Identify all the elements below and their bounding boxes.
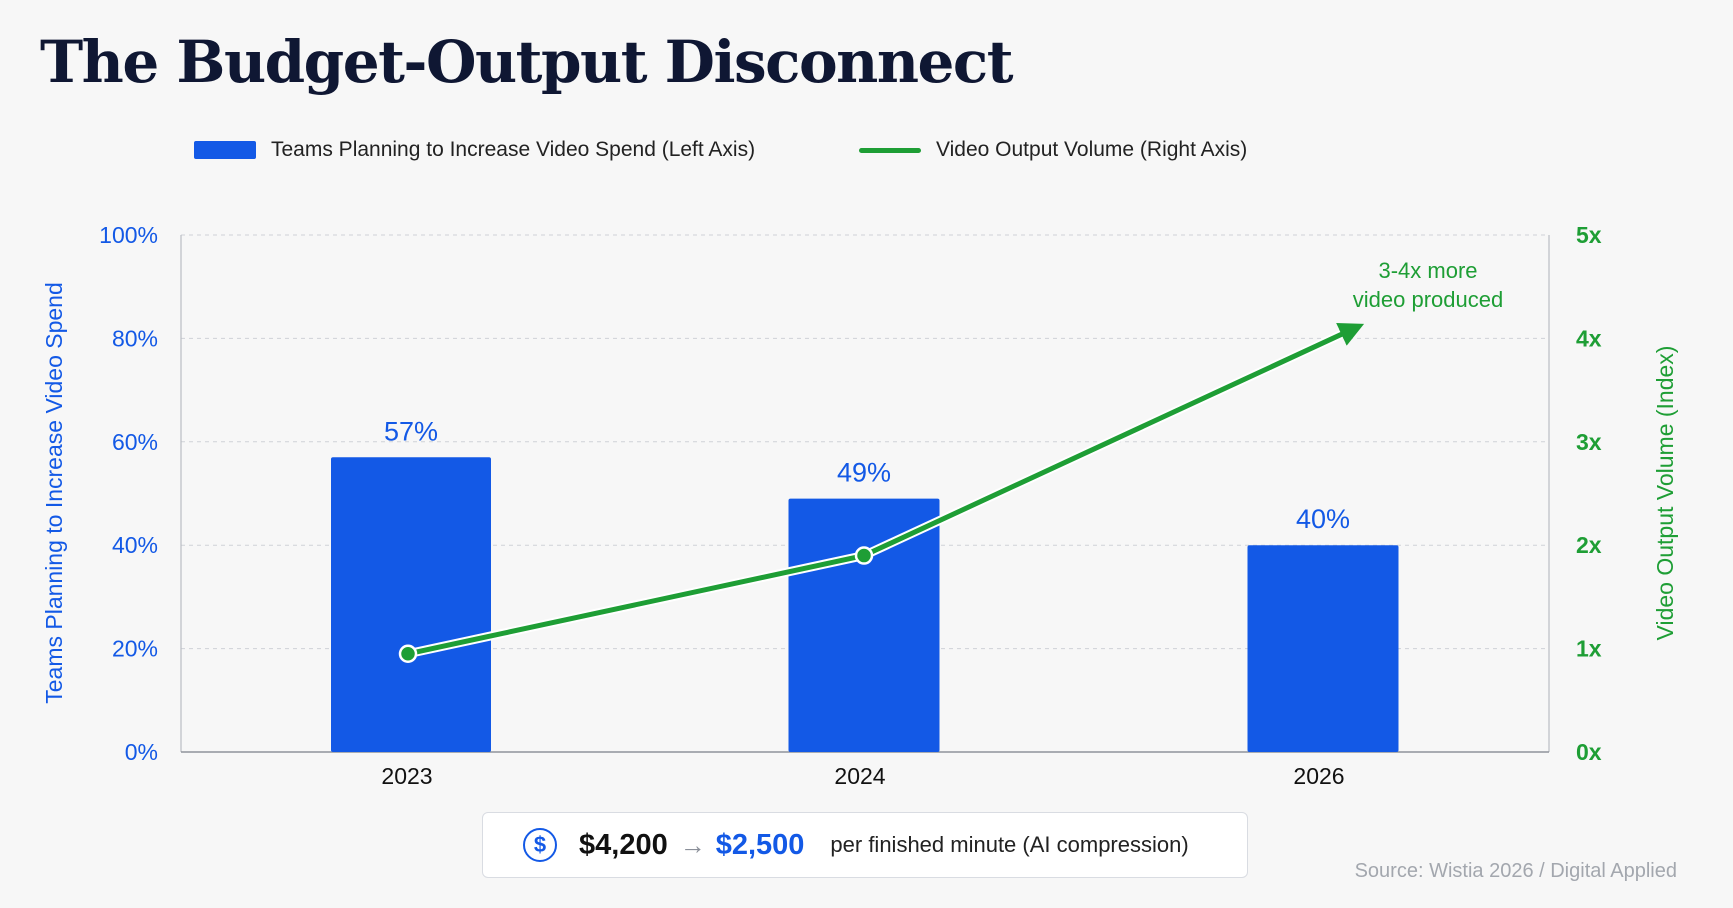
- y-left-tick-label: 60%: [112, 429, 158, 455]
- annotation-line-1: 3-4x more: [1378, 258, 1477, 283]
- legend-item-line: Video Output Volume (Right Axis): [859, 138, 1247, 162]
- y-left-tick-label: 40%: [112, 532, 158, 558]
- bar-data-label: 40%: [1296, 504, 1350, 534]
- y-right-tick-label: 1x: [1576, 636, 1602, 662]
- y-right-tick-label: 5x: [1576, 222, 1602, 248]
- price-new: $2,500: [715, 828, 805, 861]
- bar: [1247, 545, 1399, 752]
- source-note: Source: Wistia 2026 / Digital Applied: [1354, 860, 1677, 882]
- legend-bar-swatch: [194, 141, 256, 159]
- legend-line-swatch: [859, 147, 921, 153]
- y-left-axis-title: Teams Planning to Increase Video Spend: [41, 282, 67, 704]
- y-left-tick-label: 100%: [99, 222, 158, 248]
- line-point: [398, 644, 418, 664]
- price-old: $4,200: [579, 828, 668, 861]
- y-right-tick-label: 2x: [1576, 532, 1602, 558]
- y-left-tick-label: 20%: [112, 636, 158, 662]
- y-left-tick-label: 0%: [125, 739, 158, 765]
- bar: [331, 457, 491, 752]
- y-right-tick-label: 0x: [1576, 739, 1602, 765]
- legend-line-label: Video Output Volume (Right Axis): [936, 138, 1248, 161]
- bar-data-label: 57%: [384, 416, 438, 446]
- callout-note: per finished minute (AI compression): [830, 832, 1189, 857]
- dollar-icon: $: [523, 828, 557, 862]
- bar: [788, 498, 940, 752]
- x-tick-label: 2026: [1293, 763, 1344, 789]
- bar-data-label: 49%: [837, 458, 891, 488]
- legend-item-bars: Teams Planning to Increase Video Spend (…: [194, 138, 755, 162]
- line-point: [854, 546, 874, 565]
- arrow-right-icon: →: [679, 829, 706, 860]
- y-right-axis-title: Video Output Volume (Index): [1652, 346, 1678, 641]
- annotation-line-2: video produced: [1353, 287, 1503, 312]
- y-right-tick-label: 3x: [1576, 429, 1602, 455]
- x-tick-label: 2023: [381, 763, 432, 789]
- x-tick-label: 2024: [834, 763, 885, 789]
- legend-bar-label: Teams Planning to Increase Video Spend (…: [271, 138, 756, 161]
- y-left-tick-label: 80%: [112, 325, 158, 351]
- chart-title: The Budget-Output Disconnect: [40, 28, 1014, 96]
- y-right-tick-label: 4x: [1576, 325, 1602, 351]
- cost-callout: $ $4,200 → $2,500 per finished minute (A…: [482, 812, 1248, 878]
